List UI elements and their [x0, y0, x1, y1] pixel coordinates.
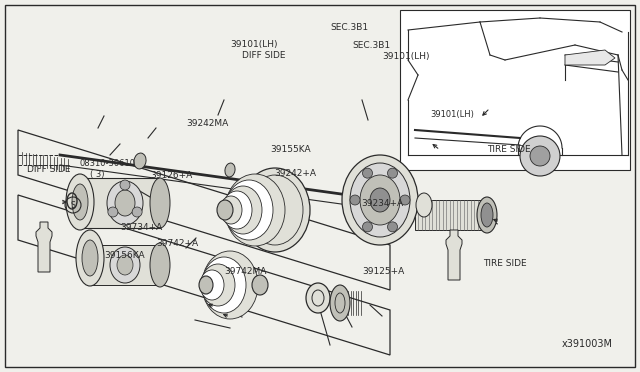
Ellipse shape [252, 275, 268, 295]
Text: DIFF SIDE: DIFF SIDE [242, 51, 285, 60]
Circle shape [530, 146, 550, 166]
Ellipse shape [66, 174, 94, 230]
Ellipse shape [342, 155, 418, 245]
Text: 39742MA: 39742MA [224, 267, 266, 276]
Text: TIRE SIDE: TIRE SIDE [487, 145, 531, 154]
Ellipse shape [200, 270, 224, 300]
Ellipse shape [107, 181, 143, 225]
Text: 39742+A: 39742+A [156, 240, 198, 248]
Text: 39101(LH): 39101(LH) [230, 39, 278, 48]
Ellipse shape [225, 163, 235, 177]
Text: SEC.3B1: SEC.3B1 [330, 22, 368, 32]
Ellipse shape [202, 251, 258, 319]
Text: TIRE SIDE: TIRE SIDE [483, 260, 527, 269]
Ellipse shape [150, 243, 170, 287]
Circle shape [400, 195, 410, 205]
Ellipse shape [110, 247, 140, 283]
Bar [80, 178, 160, 228]
Text: 39155KA: 39155KA [270, 145, 310, 154]
Bar [415, 200, 485, 230]
Circle shape [362, 222, 372, 232]
Ellipse shape [117, 255, 133, 275]
Ellipse shape [360, 175, 400, 225]
Ellipse shape [330, 285, 350, 321]
Text: 39734+A: 39734+A [120, 224, 163, 232]
Bar [90, 245, 160, 285]
Ellipse shape [306, 283, 330, 313]
Polygon shape [446, 230, 462, 280]
Ellipse shape [72, 184, 88, 220]
Ellipse shape [134, 153, 146, 169]
Text: S: S [70, 201, 76, 209]
Text: 08310-30610: 08310-30610 [79, 160, 135, 169]
Text: 39242MA: 39242MA [186, 119, 228, 128]
Ellipse shape [224, 186, 262, 234]
Ellipse shape [199, 276, 213, 294]
Ellipse shape [82, 240, 98, 276]
Text: SEC.3B1: SEC.3B1 [352, 41, 390, 49]
Ellipse shape [76, 230, 104, 286]
Circle shape [362, 168, 372, 178]
Ellipse shape [416, 193, 432, 217]
Ellipse shape [220, 196, 242, 224]
Text: 39156KA: 39156KA [104, 251, 145, 260]
Circle shape [132, 207, 142, 217]
Polygon shape [36, 222, 52, 272]
Text: 39101(LH): 39101(LH) [382, 51, 429, 61]
Text: DIFF SIDE: DIFF SIDE [27, 166, 70, 174]
Text: ( 3): ( 3) [90, 170, 104, 180]
Ellipse shape [202, 257, 246, 313]
Polygon shape [565, 50, 615, 65]
Circle shape [387, 168, 397, 178]
Circle shape [108, 207, 118, 217]
Ellipse shape [477, 197, 497, 233]
Ellipse shape [222, 191, 252, 229]
Ellipse shape [240, 168, 310, 252]
Ellipse shape [217, 200, 233, 220]
Circle shape [120, 180, 130, 190]
Ellipse shape [115, 190, 135, 216]
Ellipse shape [370, 188, 390, 212]
Ellipse shape [225, 174, 285, 246]
Ellipse shape [350, 163, 410, 237]
Text: 39125+A: 39125+A [362, 267, 404, 276]
Ellipse shape [481, 203, 493, 227]
Ellipse shape [225, 180, 273, 240]
Text: 39126+A: 39126+A [150, 170, 192, 180]
Circle shape [350, 195, 360, 205]
Circle shape [387, 222, 397, 232]
Text: x391003M: x391003M [562, 339, 613, 349]
Bar [400, 10, 630, 170]
Circle shape [520, 136, 560, 176]
Text: 39242+A: 39242+A [274, 170, 316, 179]
Ellipse shape [201, 264, 235, 306]
Text: 39101(LH): 39101(LH) [430, 110, 474, 119]
Text: 39234+A: 39234+A [361, 199, 403, 208]
Ellipse shape [150, 178, 170, 228]
